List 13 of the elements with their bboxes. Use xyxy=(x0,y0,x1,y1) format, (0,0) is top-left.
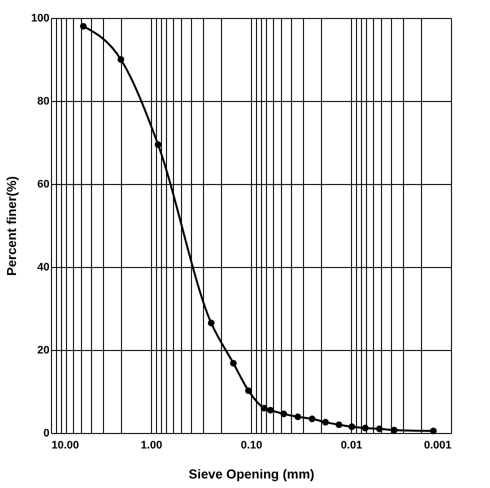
y-tick-label: 80 xyxy=(37,96,50,108)
y-axis-title: Percent finer(%) xyxy=(4,176,20,276)
y-tick-label: 20 xyxy=(37,344,50,356)
y-tick-label: 0 xyxy=(43,428,50,440)
x-tick-label: 0.001 xyxy=(424,440,452,452)
x-tick-label: 1.00 xyxy=(140,440,162,452)
x-tick-label: 0.10 xyxy=(240,440,262,452)
y-tick-label: 100 xyxy=(31,12,50,24)
y-tick-label: 40 xyxy=(37,262,50,274)
x-tick-label: 10.00 xyxy=(52,440,80,452)
x-axis-title: Sieve Opening (mm) xyxy=(188,466,314,482)
x-tick-label: 0.01 xyxy=(340,440,362,452)
y-tick-label: 60 xyxy=(37,178,50,190)
